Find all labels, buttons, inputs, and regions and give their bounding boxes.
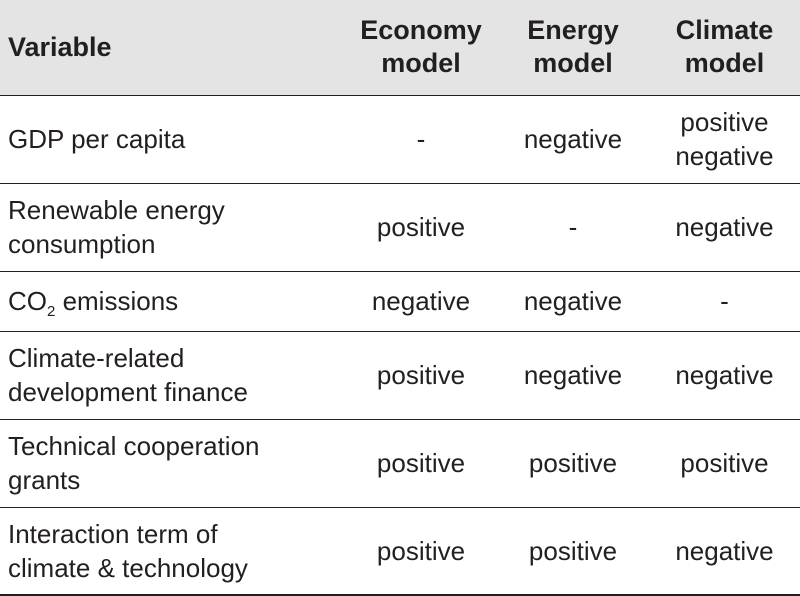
variable-line1: Climate-related <box>8 343 185 373</box>
cell-variable: Renewable energy consumption <box>0 182 345 271</box>
table-row: CO2 emissions negative negative - <box>0 270 800 331</box>
header-economy-line2: model <box>381 48 461 79</box>
table-row: GDP per capita - negative positive negat… <box>0 94 800 183</box>
header-economy-line1: Economy <box>360 15 482 46</box>
table-row: Renewable energy consumption positive - … <box>0 182 800 271</box>
cell-economy: positive <box>345 506 497 596</box>
variable-prefix: CO <box>8 286 47 316</box>
cell-economy: positive <box>345 418 497 507</box>
cell-energy: negative <box>497 94 649 183</box>
variable-subscript: 2 <box>47 303 56 320</box>
header-energy-line2: model <box>533 48 613 79</box>
climate-value-line2: negative <box>675 141 774 171</box>
cell-climate: positive negative <box>649 94 800 183</box>
header-energy-model: Energy model <box>497 0 649 95</box>
variable-line1: Renewable energy <box>8 195 225 225</box>
cell-variable: Climate-related development finance <box>0 330 345 419</box>
header-climate-line1: Climate <box>675 15 774 46</box>
cell-variable: Interaction term of climate & technology <box>0 506 345 596</box>
cell-climate: negative <box>649 506 800 596</box>
cell-variable: GDP per capita <box>0 94 345 183</box>
header-economy-model: Economy model <box>345 0 497 95</box>
cell-climate: negative <box>649 182 800 271</box>
table-header: Variable Economy model Energy model Clim… <box>0 0 800 95</box>
cell-energy: positive <box>497 418 649 507</box>
cell-energy: - <box>497 182 649 271</box>
table-row: Interaction term of climate & technology… <box>0 506 800 596</box>
header-row: Variable Economy model Energy model Clim… <box>0 0 800 95</box>
cell-energy: positive <box>497 506 649 596</box>
variable-line2: grants <box>8 465 81 495</box>
climate-value-line1: positive <box>680 107 769 137</box>
header-variable: Variable <box>8 31 112 62</box>
variable-suffix: emissions <box>55 286 179 316</box>
cell-climate: - <box>649 270 800 331</box>
cell-economy: - <box>345 94 497 183</box>
variable-line2: climate & technology <box>8 552 248 583</box>
header-energy-line1: Energy <box>527 15 619 46</box>
variable-line1: Technical cooperation <box>8 431 260 461</box>
header-climate-line2: model <box>684 48 765 79</box>
cell-climate: positive <box>649 418 800 507</box>
header-climate-model: Climate model <box>649 0 800 95</box>
table-row: Technical cooperation grants positive po… <box>0 418 800 507</box>
variable-line2: consumption <box>8 229 156 259</box>
variable-line1: Interaction term of <box>8 518 218 549</box>
variable-text: GDP per capita <box>8 124 186 154</box>
variable-line2: development finance <box>8 377 248 407</box>
cell-energy: negative <box>497 270 649 331</box>
cell-economy: negative <box>345 270 497 331</box>
cell-variable: Technical cooperation grants <box>0 418 345 507</box>
cell-variable: CO2 emissions <box>0 270 345 331</box>
cell-economy: positive <box>345 330 497 419</box>
cell-economy: positive <box>345 182 497 271</box>
cell-energy: negative <box>497 330 649 419</box>
table-body: GDP per capita - negative positive negat… <box>0 94 800 596</box>
cell-climate: negative <box>649 330 800 419</box>
table-row: Climate-related development finance posi… <box>0 330 800 419</box>
